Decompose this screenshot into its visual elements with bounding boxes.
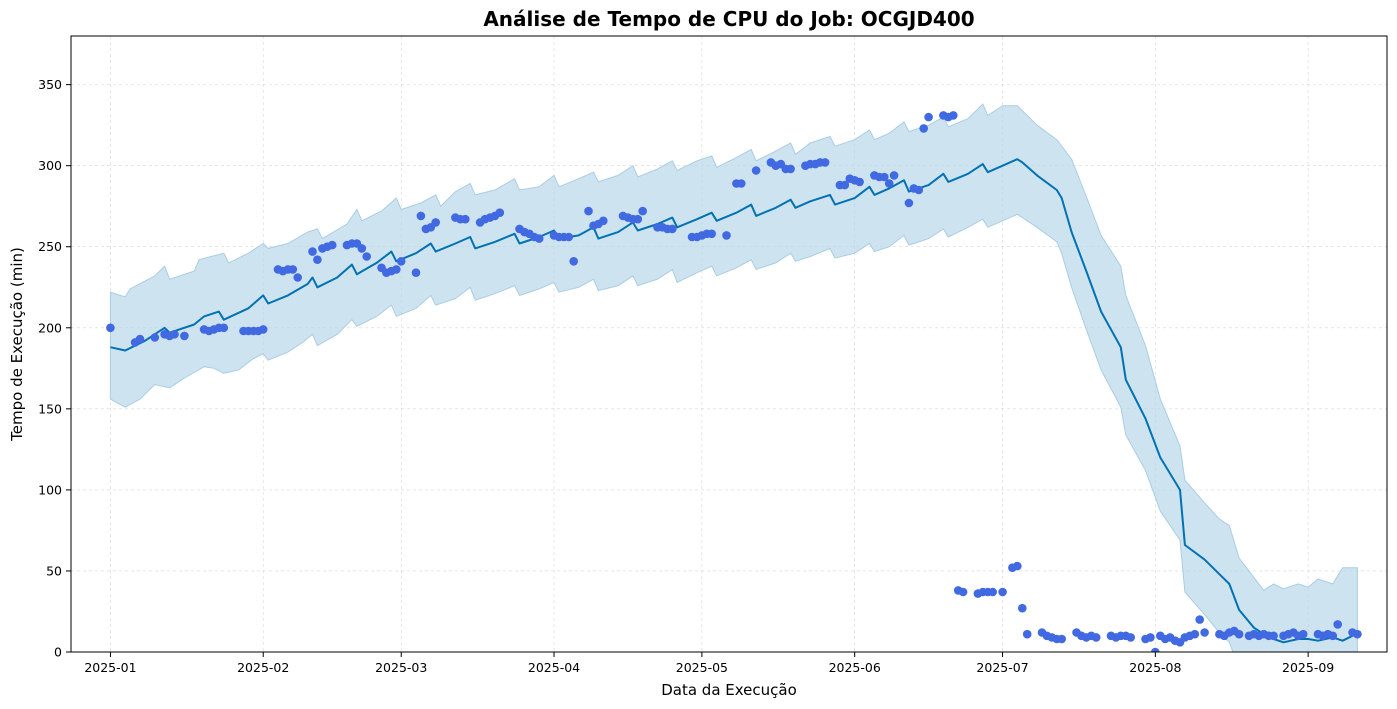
data-point [357,244,367,253]
plot-area [106,103,1362,652]
y-tick-label: 200 [38,320,62,335]
data-point [668,224,677,234]
data-point [1298,629,1308,639]
y-axis: 0 50 100 150 200 250 300 350 [38,77,71,660]
data-point [880,172,889,182]
x-tick-label: 2025-09 [1282,660,1334,675]
data-point [396,257,406,266]
data-point [1091,633,1101,642]
data-point [461,214,470,224]
data-point [840,180,850,190]
data-point [293,273,303,282]
x-tick-label: 2025-05 [676,660,728,675]
data-point [1328,631,1338,641]
data-point [855,177,864,187]
data-point [1269,631,1278,641]
data-point [889,171,899,180]
data-point [633,214,643,224]
y-tick-label: 150 [38,401,62,416]
plot-frame [70,35,1388,653]
data-point [584,206,593,216]
x-tick-label: 2025-08 [1129,660,1181,675]
y-tick-label: 300 [38,158,62,173]
data-point [411,268,421,278]
data-point [170,330,179,339]
data-point [534,234,544,243]
data-point [820,158,830,167]
data-point [327,240,337,250]
data-point [1013,561,1022,571]
data-point [904,198,914,208]
data-point [751,166,761,175]
data-point [949,111,958,120]
data-point [1057,634,1066,644]
data-point [638,206,647,216]
x-tick-label: 2025-02 [237,660,289,675]
data-point [258,325,268,334]
data-point [722,231,731,240]
data-point [1022,629,1032,639]
data-point [416,211,426,221]
y-tick-label: 250 [38,239,62,254]
data-point [106,323,115,333]
data-point [1195,615,1204,624]
data-point [884,179,894,188]
data-point [914,185,924,195]
data-point [150,333,160,342]
y-axis-label: Tempo de Execução (min) [8,247,26,442]
x-tick-label: 2025-03 [375,660,427,675]
data-point [1151,647,1160,652]
x-tick-label: 2025-04 [528,660,580,675]
data-point [1146,633,1155,642]
data-point [180,331,189,341]
x-tick-label: 2025-06 [829,660,881,675]
data-point [924,112,933,122]
data-point [288,265,298,274]
data-point [988,587,997,597]
data-point [431,218,441,227]
data-point [362,252,372,261]
data-point [1018,603,1027,613]
data-point [1353,629,1362,639]
y-tick-label: 0 [54,645,62,660]
data-point [135,334,145,344]
data-point [392,265,401,274]
data-point [313,255,322,264]
data-point [564,232,574,242]
data-point [958,587,968,597]
data-point [308,247,317,256]
data-point [569,257,578,266]
data-point [599,216,608,226]
data-point [707,229,716,239]
confidence-band [109,103,1358,652]
data-point [737,179,746,188]
data-point [1190,629,1200,639]
x-tick-label: 2025-07 [976,660,1028,675]
data-point [1234,629,1244,639]
x-axis-label: Data da Execução [661,681,797,699]
y-tick-label: 350 [38,77,62,92]
y-tick-label: 100 [38,482,62,497]
y-tick-label: 50 [46,563,62,578]
chart-title: Análise de Tempo de CPU do Job: OCGJD400 [483,7,974,31]
data-point [1333,620,1342,629]
forecast-line [110,158,1358,644]
data-point [786,164,795,174]
data-point [219,323,229,333]
x-axis: 2025-01 2025-02 2025-03 2025-04 2025-05 2025-… [84,652,1334,675]
data-point [1126,633,1135,642]
data-point [919,124,928,133]
data-point [495,208,505,217]
data-point [998,587,1007,597]
data-point [1200,628,1209,637]
x-tick-label: 2025-01 [84,660,136,675]
